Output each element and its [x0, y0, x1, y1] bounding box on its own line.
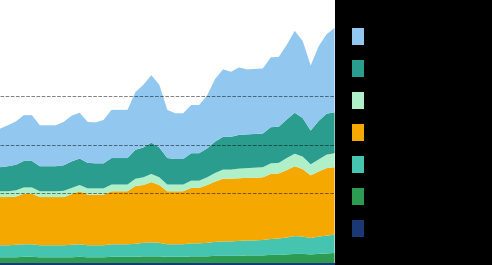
FancyBboxPatch shape — [352, 220, 364, 237]
FancyBboxPatch shape — [352, 188, 364, 205]
FancyBboxPatch shape — [352, 124, 364, 141]
FancyBboxPatch shape — [352, 60, 364, 77]
FancyBboxPatch shape — [352, 156, 364, 173]
FancyBboxPatch shape — [352, 28, 364, 45]
FancyBboxPatch shape — [352, 92, 364, 109]
